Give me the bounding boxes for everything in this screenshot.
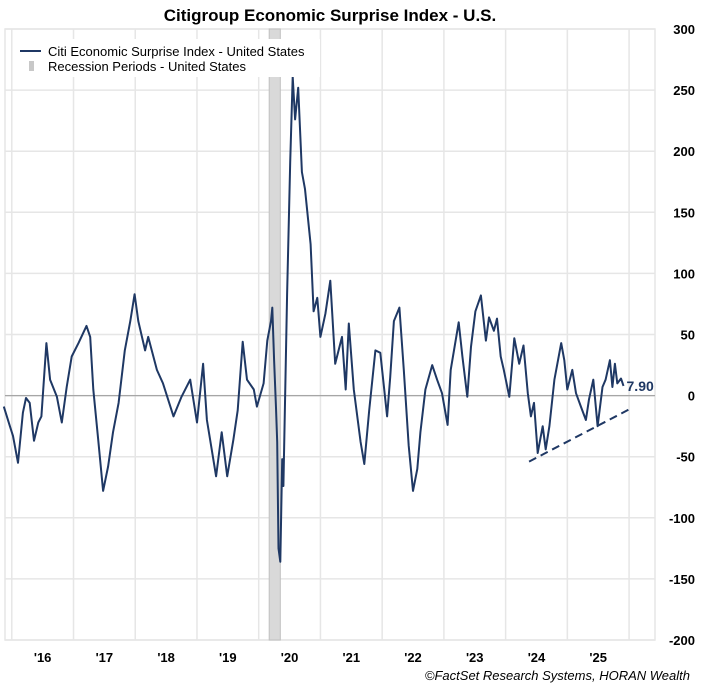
y-tick-label: 100 (673, 266, 695, 281)
x-tick-label: '25 (589, 650, 607, 665)
x-tick-label: '19 (219, 650, 237, 665)
x-tick-label: '24 (528, 650, 546, 665)
y-tick-label: -50 (676, 450, 695, 465)
y-axis-ticks: 300 250 200 150 100 50 0 -50 -100 -150 -200 (669, 22, 695, 648)
y-tick-label: 150 (673, 205, 695, 220)
y-tick-label: -200 (669, 633, 695, 648)
grid (4, 28, 656, 641)
x-tick-label: '16 (34, 650, 52, 665)
legend-label-series: Citi Economic Surprise Index - United St… (48, 44, 305, 59)
x-tick-label: '20 (281, 650, 299, 665)
y-tick-label: 300 (673, 22, 695, 37)
x-tick-label: '17 (96, 650, 114, 665)
last-value-label: 7.90 (627, 378, 654, 394)
legend-background (14, 39, 320, 77)
y-tick-label: -100 (669, 511, 695, 526)
source-footer: ©FactSet Research Systems, HORAN Wealth (425, 668, 690, 683)
y-tick-label: 0 (688, 389, 695, 404)
chart-title: Citigroup Economic Surprise Index - U.S. (164, 6, 497, 25)
x-tick-label: '18 (157, 650, 175, 665)
x-axis-ticks: '16 '17 '18 '19 '20 '21 '22 '23 '24 '25 (34, 650, 607, 665)
y-tick-label: 250 (673, 83, 695, 98)
y-tick-label: 50 (681, 328, 695, 343)
x-tick-label: '21 (343, 650, 361, 665)
x-tick-label: '23 (466, 650, 484, 665)
x-tick-label: '22 (404, 650, 422, 665)
y-tick-label: -150 (669, 572, 695, 587)
y-tick-label: 200 (673, 144, 695, 159)
series-line-citi-esi-us (2, 75, 625, 563)
legend: Citi Economic Surprise Index - United St… (14, 39, 320, 77)
legend-label-recession: Recession Periods - United States (48, 59, 246, 74)
legend-band-swatch (29, 61, 34, 71)
trendline (528, 406, 633, 463)
